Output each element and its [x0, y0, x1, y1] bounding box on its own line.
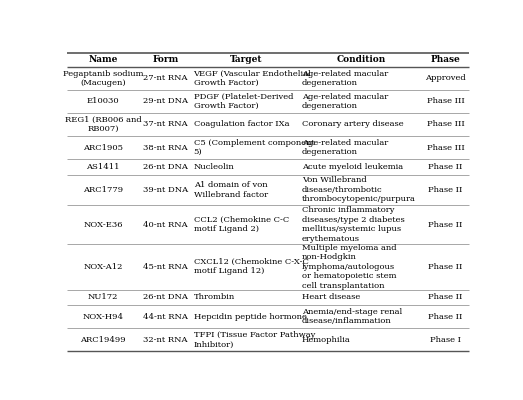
Text: REG1 (RB006 and
RB007): REG1 (RB006 and RB007) [65, 116, 142, 133]
Text: Age-related macular
degeneration: Age-related macular degeneration [302, 139, 388, 156]
Text: ARC1905: ARC1905 [83, 144, 123, 152]
Text: Phase III: Phase III [427, 97, 464, 105]
Text: Phase II: Phase II [428, 313, 463, 321]
Text: Name: Name [88, 55, 118, 64]
Text: NOX-A12: NOX-A12 [84, 263, 123, 271]
Text: Phase: Phase [431, 55, 460, 64]
Text: CCL2 (Chemokine C-C
motif Ligand 2): CCL2 (Chemokine C-C motif Ligand 2) [194, 216, 289, 233]
Text: 32-nt RNA: 32-nt RNA [143, 336, 188, 344]
Text: NU172: NU172 [88, 294, 118, 302]
Text: Hemophilia: Hemophilia [302, 336, 351, 344]
Text: ARC1779: ARC1779 [83, 186, 123, 194]
Text: 39-nt DNA: 39-nt DNA [143, 186, 188, 194]
Text: Phase II: Phase II [428, 163, 463, 171]
Text: 37-nt RNA: 37-nt RNA [143, 120, 188, 128]
Text: Phase II: Phase II [428, 294, 463, 302]
Text: 40-nt RNA: 40-nt RNA [143, 220, 188, 228]
Text: Phase III: Phase III [427, 120, 464, 128]
Text: Heart disease: Heart disease [302, 294, 360, 302]
Text: 44-nt RNA: 44-nt RNA [143, 313, 188, 321]
Text: Coagulation factor IXa: Coagulation factor IXa [194, 120, 289, 128]
Text: CXCL12 (Chemokine C-X-C
motif Ligand 12): CXCL12 (Chemokine C-X-C motif Ligand 12) [194, 258, 309, 276]
Text: Target: Target [230, 55, 263, 64]
Text: Nucleolin: Nucleolin [194, 163, 234, 171]
Text: ARC19499: ARC19499 [81, 336, 126, 344]
Text: Phase II: Phase II [428, 263, 463, 271]
Text: TFPI (Tissue Factor Pathway
Inhibitor): TFPI (Tissue Factor Pathway Inhibitor) [194, 331, 315, 348]
Text: 26-nt DNA: 26-nt DNA [143, 294, 188, 302]
Text: 27-nt RNA: 27-nt RNA [143, 74, 188, 82]
Text: Anemia/end-stage renal
disease/inflammation: Anemia/end-stage renal disease/inflammat… [302, 308, 402, 326]
Text: AS1411: AS1411 [86, 163, 120, 171]
Text: Hepcidin peptide hormone: Hepcidin peptide hormone [194, 313, 306, 321]
Text: Approved: Approved [425, 74, 466, 82]
Text: PDGF (Platelet-Derived
Growth Factor): PDGF (Platelet-Derived Growth Factor) [194, 93, 293, 110]
Text: E10030: E10030 [87, 97, 119, 105]
Text: Phase I: Phase I [430, 336, 461, 344]
Text: Acute myeloid leukemia: Acute myeloid leukemia [302, 163, 403, 171]
Text: A1 domain of von
Willebrand factor: A1 domain of von Willebrand factor [194, 181, 268, 199]
Text: Age-related macular
degeneration: Age-related macular degeneration [302, 93, 388, 110]
Text: VEGF (Vascular Endothelial
Growth Factor): VEGF (Vascular Endothelial Growth Factor… [194, 70, 311, 87]
Text: Phase III: Phase III [427, 144, 464, 152]
Text: Chronic inflammatory
diseases/type 2 diabetes
mellitus/systemic lupus
erythemato: Chronic inflammatory diseases/type 2 dia… [302, 206, 405, 243]
Text: Phase II: Phase II [428, 186, 463, 194]
Text: 38-nt RNA: 38-nt RNA [143, 144, 188, 152]
Text: Multiple myeloma and
non-Hodgkin
lymphoma/autologous
or hematopoietic stem
cell : Multiple myeloma and non-Hodgkin lymphom… [302, 244, 396, 290]
Text: Phase II: Phase II [428, 220, 463, 228]
Text: 26-nt DNA: 26-nt DNA [143, 163, 188, 171]
Text: Condition: Condition [337, 55, 386, 64]
Text: NOX-H94: NOX-H94 [83, 313, 123, 321]
Text: 29-nt DNA: 29-nt DNA [143, 97, 188, 105]
Text: Pegaptanib sodium
(Macugen): Pegaptanib sodium (Macugen) [63, 70, 143, 87]
Text: Thrombin: Thrombin [194, 294, 235, 302]
Text: Age-related macular
degeneration: Age-related macular degeneration [302, 70, 388, 87]
Text: 45-nt RNA: 45-nt RNA [143, 263, 188, 271]
Text: Coronary artery disease: Coronary artery disease [302, 120, 404, 128]
Text: C5 (Complement component
5): C5 (Complement component 5) [194, 139, 314, 156]
Text: Von Willebrand
disease/thrombotic
thrombocytopenic/purpura: Von Willebrand disease/thrombotic thromb… [302, 176, 416, 204]
Text: NOX-E36: NOX-E36 [83, 220, 123, 228]
Text: Form: Form [152, 55, 178, 64]
